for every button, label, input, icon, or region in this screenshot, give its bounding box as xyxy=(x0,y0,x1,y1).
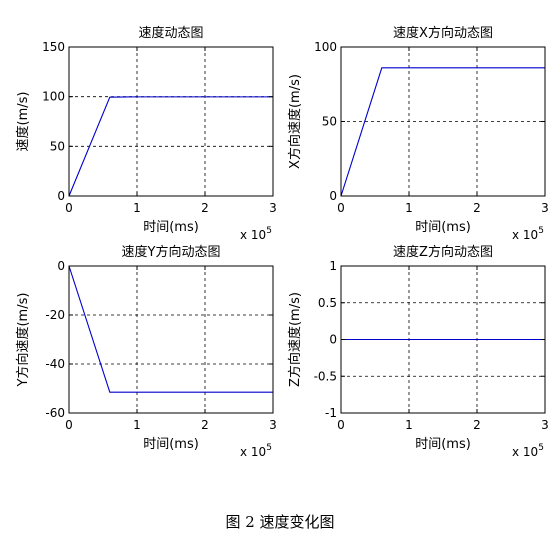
x-axis-label: 时间(ms) xyxy=(415,220,471,235)
y-tick-label: 0 xyxy=(57,189,65,203)
x-tick-label: 3 xyxy=(269,418,277,432)
y-tick-label: -1 xyxy=(325,406,337,420)
y-tick-label: 1 xyxy=(329,259,337,273)
chart-title: 速度X方向动态图 xyxy=(393,25,493,41)
y-tick-label: -60 xyxy=(45,406,65,420)
x-exponent-power: 5 xyxy=(266,226,272,236)
x-exponent-power: 5 xyxy=(538,443,544,453)
x-tick-label: 3 xyxy=(541,418,549,432)
y-axis-label: Y方向速度(m/s) xyxy=(15,293,31,388)
x-exponent-label: x 105 xyxy=(512,226,544,242)
y-tick-label: 50 xyxy=(322,115,337,129)
y-tick-label: 100 xyxy=(42,90,65,104)
y-axis-label: Z方向速度(m/s) xyxy=(287,292,303,387)
y-tick-label: 150 xyxy=(42,40,65,54)
plot-area xyxy=(69,266,273,413)
series-line xyxy=(68,96,273,197)
x-tick-label: 1 xyxy=(405,418,413,432)
x-axis-label: 时间(ms) xyxy=(143,220,199,235)
y-tick-label: 100 xyxy=(314,40,337,54)
x-exponent-base: x 10 xyxy=(512,228,538,242)
x-tick-label: 3 xyxy=(269,201,277,215)
x-tick-label: 2 xyxy=(201,418,209,432)
x-tick-label: 2 xyxy=(473,418,481,432)
x-exponent-power: 5 xyxy=(266,443,272,453)
x-tick-label: 1 xyxy=(133,201,141,215)
y-tick-label: 0.5 xyxy=(318,296,337,310)
y-tick-label: 0 xyxy=(329,189,337,203)
x-tick-label: 0 xyxy=(65,418,73,432)
x-tick-label: 2 xyxy=(473,201,481,215)
x-axis-label: 时间(ms) xyxy=(415,437,471,452)
x-exponent-label: x 105 xyxy=(240,443,272,459)
x-exponent-base: x 10 xyxy=(512,445,538,459)
chart-title: 速度Z方向动态图 xyxy=(393,244,493,260)
y-axis-label: X方向速度(m/s) xyxy=(287,74,303,169)
y-tick-label: -0.5 xyxy=(314,369,337,383)
x-tick-label: 1 xyxy=(133,418,141,432)
y-tick-label: 0 xyxy=(329,333,337,347)
x-exponent-base: x 10 xyxy=(240,445,266,459)
figure-caption: 图 2 速度变化图 xyxy=(225,513,335,531)
plot-area xyxy=(69,47,273,196)
series-line xyxy=(340,67,545,197)
chart-title: 速度Y方向动态图 xyxy=(122,244,221,260)
x-exponent-base: x 10 xyxy=(240,228,266,242)
chart-title: 速度动态图 xyxy=(138,25,203,41)
x-tick-label: 0 xyxy=(337,418,345,432)
x-exponent-label: x 105 xyxy=(240,226,272,242)
y-tick-label: 50 xyxy=(50,139,65,153)
x-tick-label: 3 xyxy=(541,201,549,215)
y-tick-label: -20 xyxy=(45,308,65,322)
x-tick-label: 2 xyxy=(201,201,209,215)
axes-box xyxy=(68,46,274,197)
y-axis-label: 速度(m/s) xyxy=(15,92,31,152)
x-exponent-label: x 105 xyxy=(512,443,544,459)
axes-box xyxy=(68,265,274,414)
x-tick-label: 1 xyxy=(405,201,413,215)
y-tick-label: 0 xyxy=(57,259,65,273)
series-line xyxy=(68,265,273,393)
x-axis-label: 时间(ms) xyxy=(143,437,199,452)
y-tick-label: -40 xyxy=(45,357,65,371)
x-tick-label: 0 xyxy=(337,201,345,215)
x-exponent-power: 5 xyxy=(538,226,544,236)
x-tick-label: 0 xyxy=(65,201,73,215)
